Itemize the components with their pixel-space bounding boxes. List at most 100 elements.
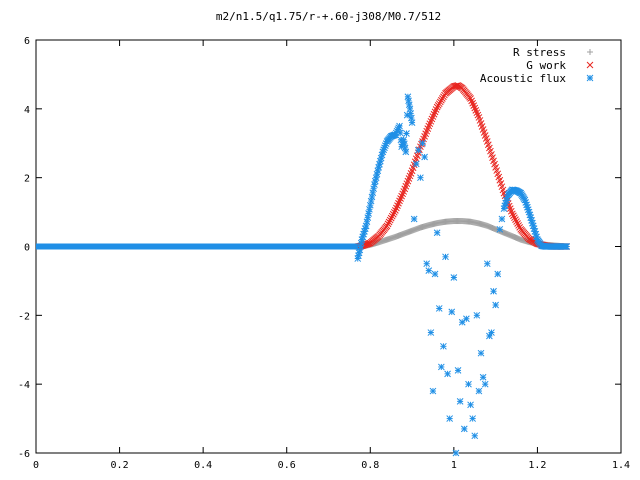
acoustic-flux-point — [444, 370, 451, 378]
acoustic-flux-point — [477, 349, 485, 357]
acoustic-flux-point — [370, 185, 377, 193]
g-work-point — [514, 220, 521, 227]
acoustic-flux-point — [402, 148, 410, 156]
x-tick-label: 1.2 — [528, 460, 546, 471]
acoustic-flux-point — [437, 363, 445, 371]
acoustic-flux-point — [435, 305, 443, 312]
acoustic-flux-point — [458, 318, 466, 326]
legend-label: Acoustic flux — [480, 72, 566, 85]
legend-marker — [586, 74, 594, 82]
acoustic-flux-point — [496, 225, 504, 233]
acoustic-flux-point — [429, 387, 437, 395]
g-work-point — [388, 212, 396, 220]
acoustic-flux-point — [364, 214, 372, 221]
acoustic-flux-point — [460, 425, 468, 433]
acoustic-flux-point — [427, 329, 435, 336]
acoustic-flux-point — [448, 308, 456, 316]
y-tick-label: -2 — [18, 311, 30, 322]
g-work-point — [516, 224, 524, 231]
acoustic-flux-point — [405, 101, 413, 109]
g-work-point — [512, 216, 519, 223]
g-work-point — [513, 218, 520, 225]
acoustic-flux-point — [467, 401, 474, 409]
acoustic-flux-baseline — [36, 243, 358, 250]
acoustic-flux-point — [405, 97, 412, 105]
x-tick-label: 1.4 — [612, 460, 630, 471]
acoustic-flux-point — [417, 174, 424, 182]
acoustic-flux-point — [362, 222, 370, 230]
legend-marker — [586, 61, 594, 69]
legend-label: G work — [526, 59, 566, 72]
acoustic-flux-point — [421, 153, 428, 161]
g-work-point — [515, 222, 522, 229]
acoustic-flux-point — [431, 270, 439, 278]
acoustic-flux-point — [368, 193, 376, 201]
acoustic-flux-point — [414, 146, 422, 154]
x-tick-label: 0.6 — [278, 460, 296, 471]
chart-title: m2/n1.5/q1.75/r-+.60-j308/M0.7/512 — [216, 10, 441, 23]
acoustic-flux-point — [481, 380, 489, 388]
x-tick-label: 0 — [33, 460, 39, 471]
y-tick-label: -6 — [18, 449, 30, 460]
legend-marker — [587, 49, 593, 55]
g-work-point — [386, 216, 394, 224]
acoustic-flux-point — [396, 129, 404, 137]
acoustic-flux-point — [407, 110, 415, 117]
x-axis-ticks: 0 0.2 0.4 0.6 0.8 1 1.2 1.4 — [33, 40, 630, 471]
acoustic-flux-point — [475, 387, 483, 395]
acoustic-flux-point — [419, 139, 426, 147]
acoustic-flux-point — [440, 342, 447, 350]
acoustic-flux-point — [452, 449, 460, 457]
acoustic-flux-point — [412, 160, 420, 168]
series-layer — [36, 82, 571, 457]
x-tick-label: 0.2 — [111, 460, 129, 471]
acoustic-flux-point — [403, 130, 410, 137]
acoustic-flux-point — [469, 415, 477, 422]
acoustic-flux-point — [369, 189, 377, 197]
g-work-point — [384, 220, 392, 228]
y-tick-label: 0 — [24, 243, 30, 254]
y-tick-label: -4 — [18, 380, 30, 391]
g-work-point — [383, 222, 391, 230]
acoustic-flux-point — [363, 218, 371, 226]
y-tick-label: 2 — [24, 174, 30, 185]
acoustic-flux-point — [433, 229, 441, 237]
x-tick-label: 0.8 — [361, 460, 379, 471]
y-tick-label: 6 — [24, 36, 30, 47]
acoustic-flux-point — [498, 215, 506, 223]
g-work-point — [509, 210, 516, 218]
acoustic-flux-point — [492, 301, 499, 309]
acoustic-flux-point — [473, 311, 481, 319]
acoustic-flux-point — [490, 287, 497, 295]
acoustic-flux-point — [366, 201, 374, 209]
series-g-work — [354, 82, 571, 250]
acoustic-flux-point — [479, 373, 487, 381]
g-work-point — [387, 214, 395, 222]
y-tick-label: 4 — [24, 105, 30, 116]
acoustic-flux-point — [366, 205, 373, 213]
acoustic-flux-point — [396, 122, 403, 130]
acoustic-flux-point — [400, 136, 408, 144]
acoustic-flux-point — [471, 432, 479, 440]
acoustic-flux-point — [423, 260, 431, 268]
g-work-point — [390, 208, 398, 216]
g-work-point — [385, 218, 393, 226]
acoustic-flux-point — [483, 260, 491, 268]
acoustic-flux-point — [563, 243, 571, 250]
acoustic-flux-point — [488, 329, 495, 336]
acoustic-flux-point — [410, 215, 418, 223]
series-acoustic-flux — [36, 93, 571, 457]
acoustic-flux-point — [494, 270, 502, 278]
g-work-point — [511, 214, 518, 222]
x-tick-label: 0.4 — [194, 460, 212, 471]
acoustic-flux-point — [456, 398, 464, 405]
acoustic-flux-point — [463, 315, 470, 323]
acoustic-flux-point — [408, 119, 416, 126]
g-work-point — [389, 210, 397, 218]
g-work-point — [510, 212, 517, 220]
legend-label: R stress — [513, 46, 566, 59]
acoustic-flux-point — [425, 267, 433, 274]
acoustic-flux-point — [450, 274, 458, 281]
